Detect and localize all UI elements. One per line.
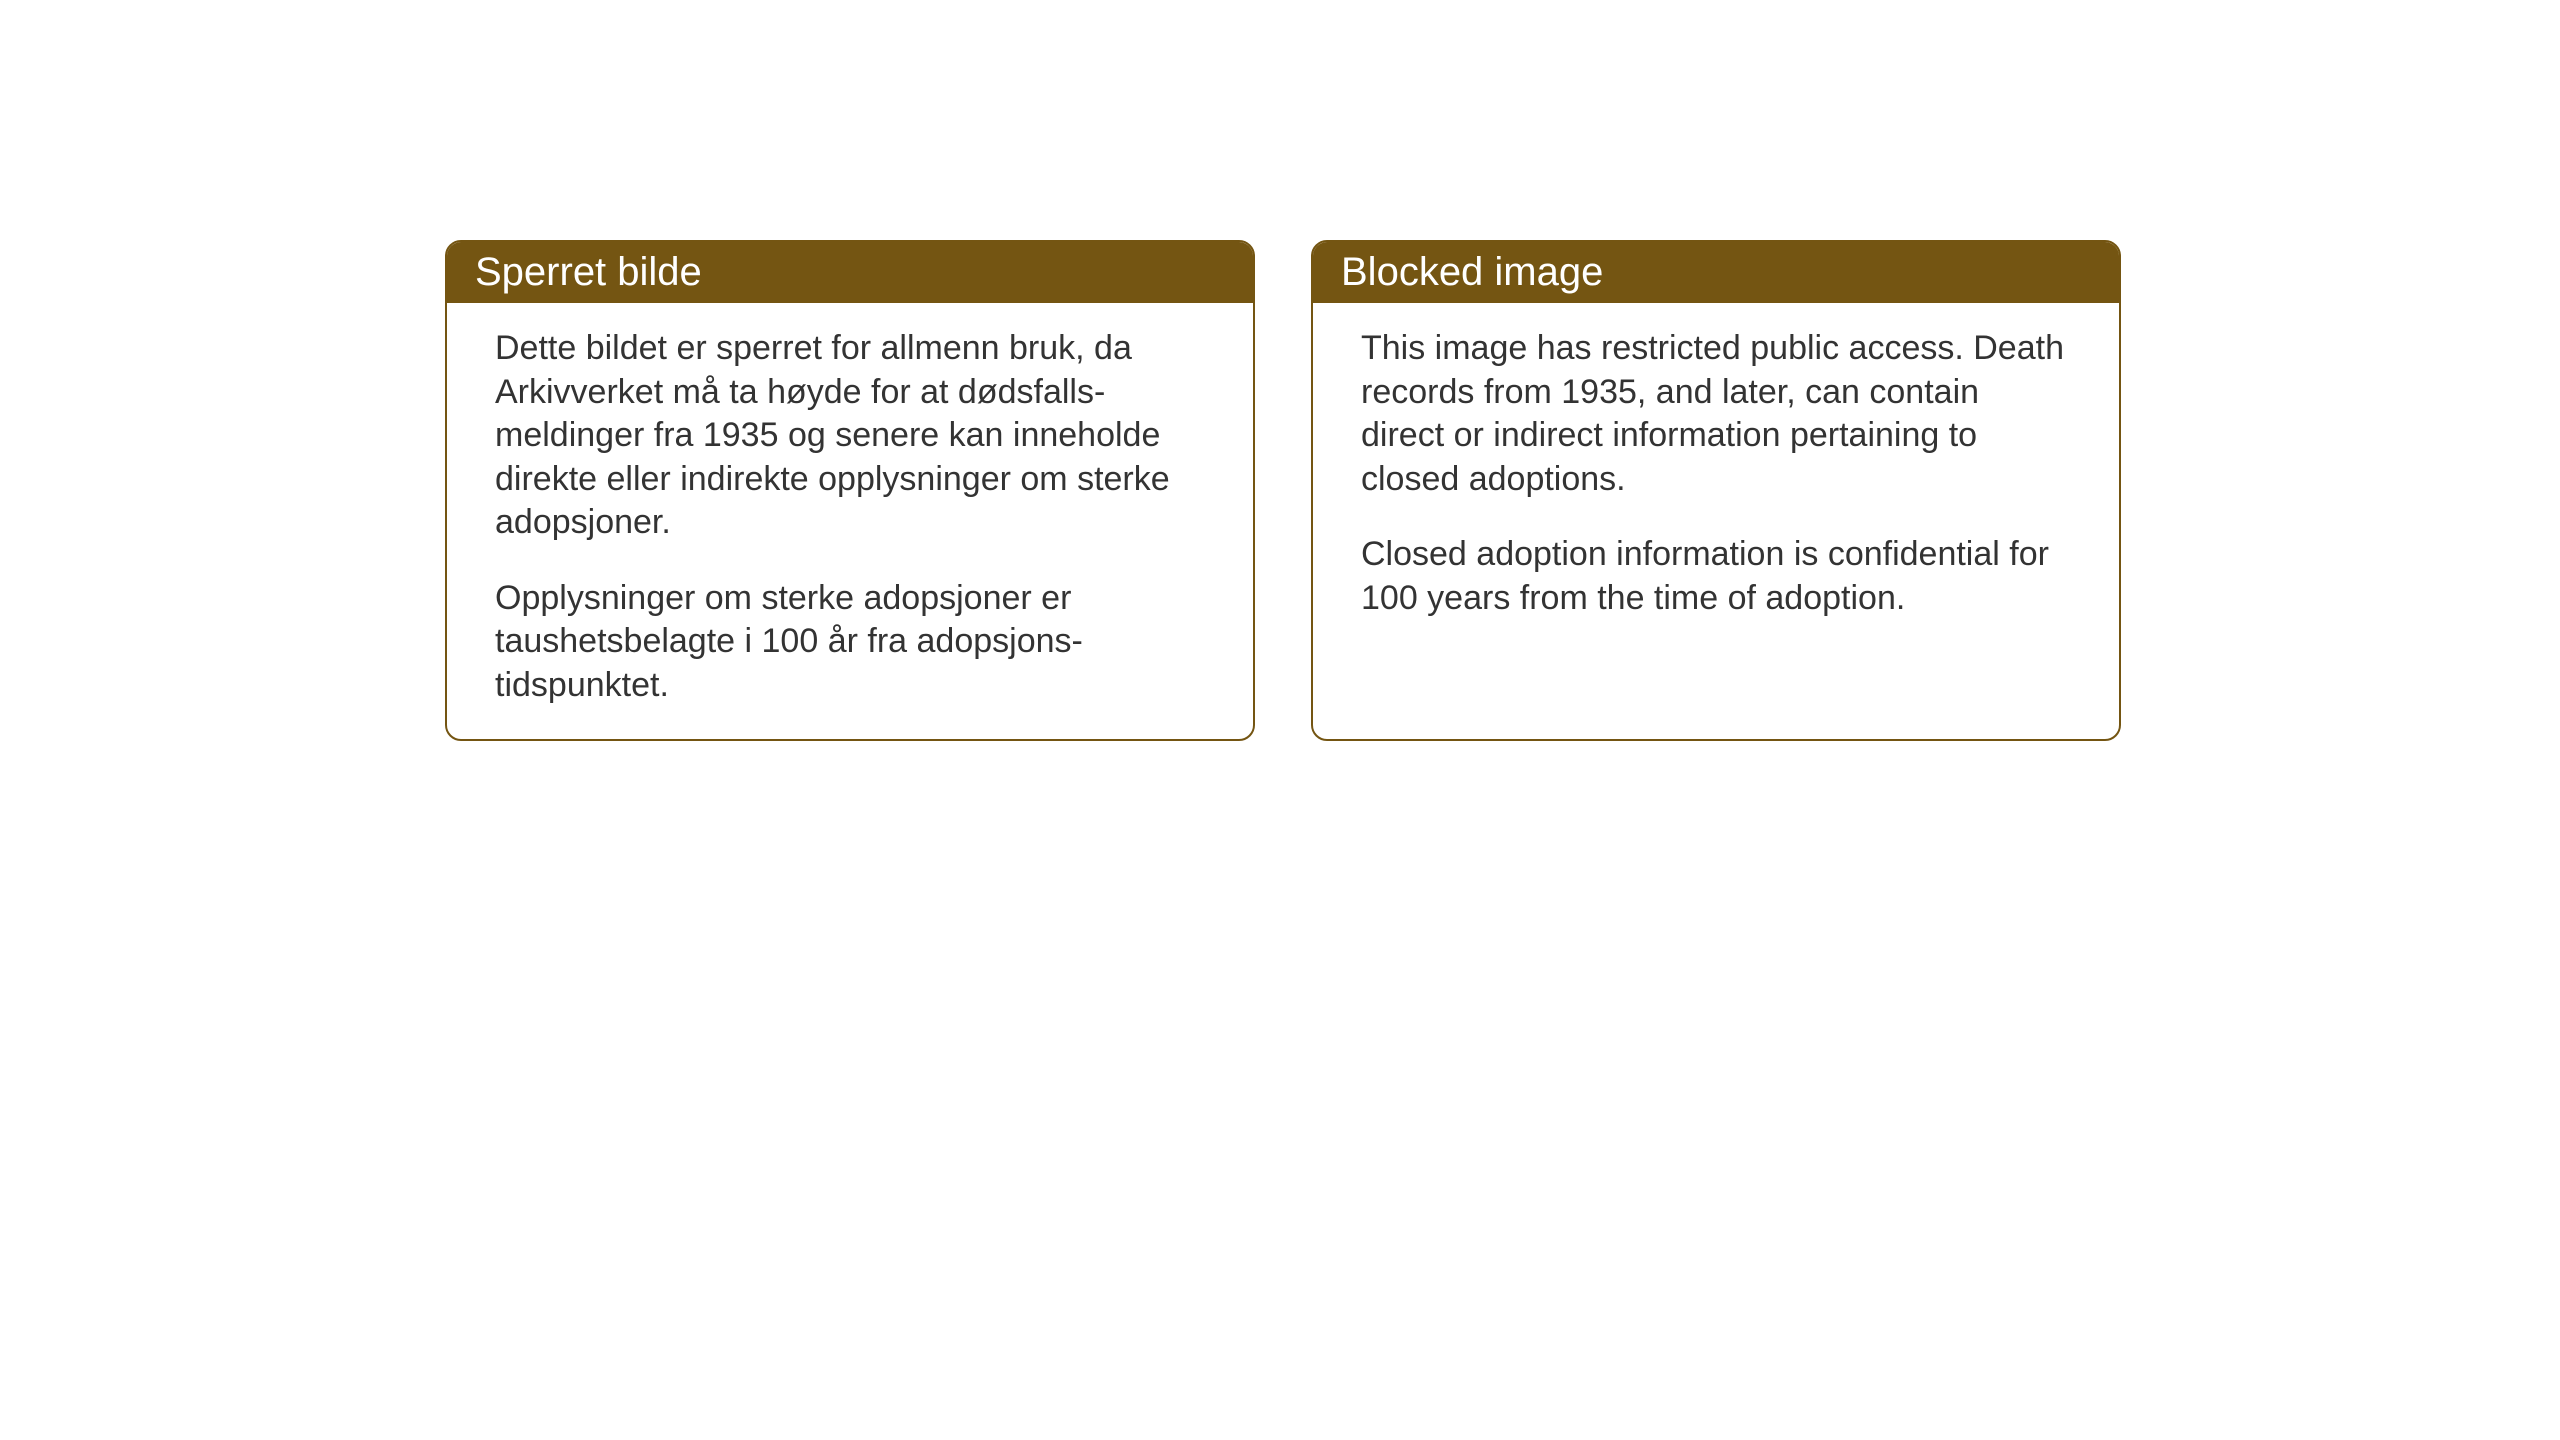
norwegian-card-body: Dette bildet er sperret for allmenn bruk… [447,303,1253,739]
english-paragraph-2: Closed adoption information is confident… [1361,533,2071,620]
norwegian-paragraph-2: Opplysninger om sterke adopsjoner er tau… [495,577,1205,708]
norwegian-notice-card: Sperret bilde Dette bildet er sperret fo… [445,240,1255,741]
notice-cards-container: Sperret bilde Dette bildet er sperret fo… [445,240,2121,741]
english-paragraph-1: This image has restricted public access.… [1361,327,2071,501]
english-notice-card: Blocked image This image has restricted … [1311,240,2121,741]
english-card-title: Blocked image [1313,242,2119,303]
norwegian-paragraph-1: Dette bildet er sperret for allmenn bruk… [495,327,1205,545]
norwegian-card-title: Sperret bilde [447,242,1253,303]
english-card-body: This image has restricted public access.… [1313,303,2119,652]
